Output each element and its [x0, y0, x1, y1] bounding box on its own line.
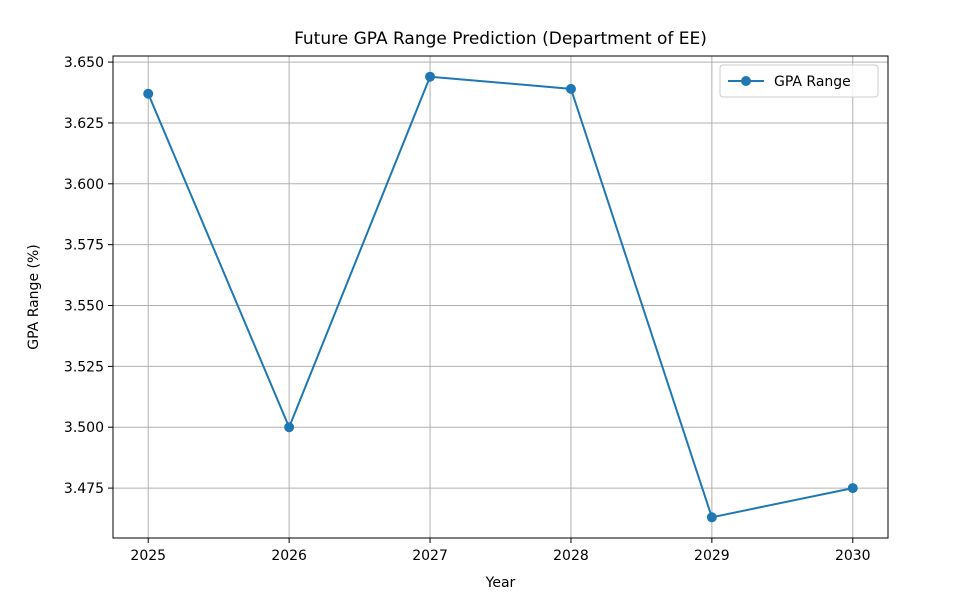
y-tick-label: 3.500 — [64, 420, 104, 436]
y-axis-title: GPA Range (%) — [26, 244, 42, 349]
x-axis-ticks: 2025 2026 2027 2028 2029 2030 — [130, 538, 871, 564]
y-tick-label: 3.650 — [64, 55, 104, 71]
data-point — [565, 83, 576, 94]
series-layer — [143, 71, 858, 523]
x-axis-title: Year — [485, 575, 516, 591]
x-tick-label: 2025 — [130, 548, 166, 564]
data-point — [284, 422, 295, 433]
legend-box — [719, 64, 879, 98]
data-point — [706, 512, 717, 523]
x-tick-label: 2026 — [271, 548, 307, 564]
y-tick-label: 3.550 — [64, 299, 104, 315]
x-tick-label: 2027 — [412, 548, 448, 564]
y-tick-label: 3.475 — [64, 481, 104, 497]
y-tick-label: 3.625 — [64, 116, 104, 132]
data-point — [143, 88, 154, 99]
legend-marker — [741, 76, 751, 86]
legend: GPA Range — [719, 64, 879, 98]
x-tick-label: 2028 — [553, 548, 589, 564]
data-point — [847, 483, 858, 494]
chart-title: Future GPA Range Prediction (Department … — [294, 29, 707, 49]
grid-lines — [113, 56, 888, 538]
y-axis-ticks: 3.475 3.500 3.525 3.550 3.575 3.600 3.625 3.650 — [64, 55, 113, 497]
legend-label-gpa-range: GPA Range — [774, 74, 851, 90]
y-tick-label: 3.525 — [64, 359, 104, 375]
series-line-gpa-range — [147, 75, 853, 519]
y-tick-label: 3.575 — [64, 238, 104, 254]
plot-frame — [112, 55, 889, 539]
x-tick-label: 2030 — [835, 548, 871, 564]
x-tick-label: 2029 — [694, 548, 730, 564]
data-point — [425, 71, 436, 82]
y-tick-label: 3.600 — [64, 177, 104, 193]
